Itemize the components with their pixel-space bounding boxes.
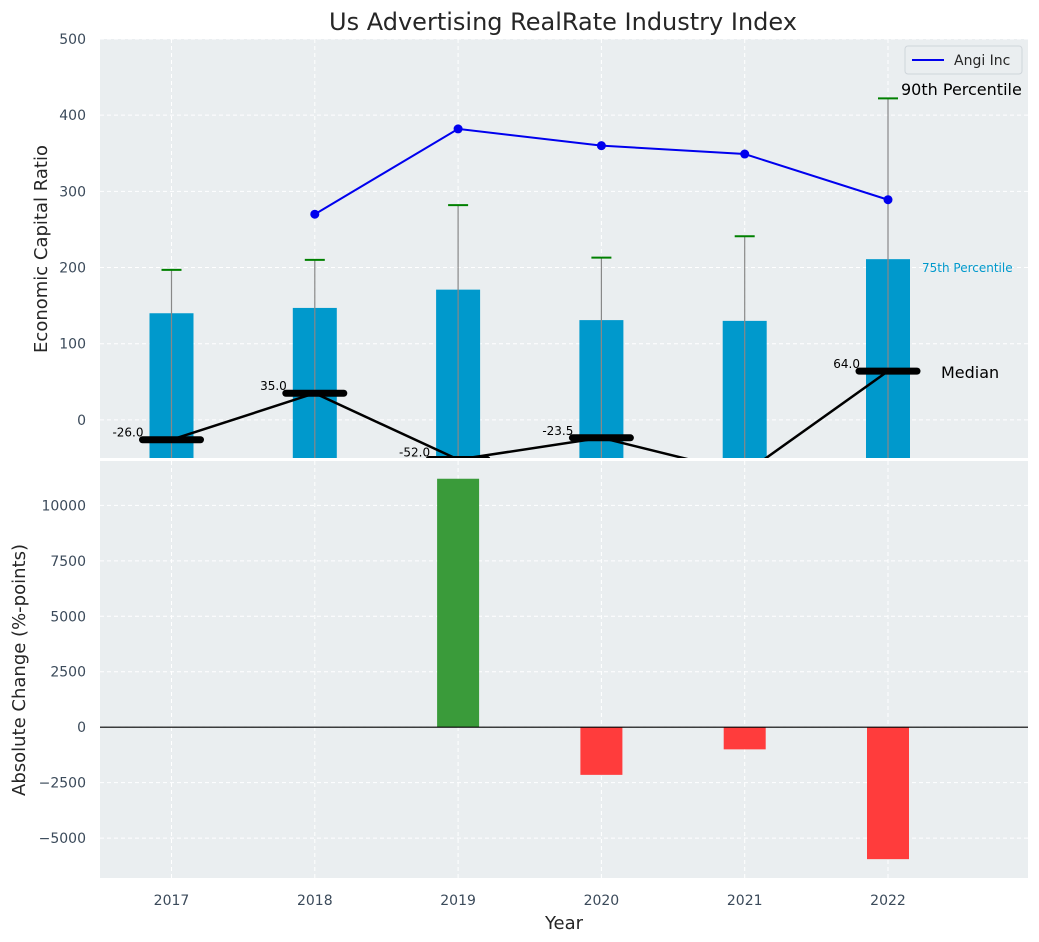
legend: Angi Inc xyxy=(904,45,1023,75)
top-y-tick-labels: 0 100 200 300 400 500 xyxy=(59,32,86,429)
top-y-tick-label: 200 xyxy=(59,261,86,277)
x-axis-title: Year xyxy=(544,913,584,934)
p90-annotation: 90th Percentile xyxy=(901,80,1022,99)
bottom-y-tick-labels: −5000 −2500 0 2500 5000 7500 10000 xyxy=(39,498,86,847)
x-tick-label: 2021 xyxy=(727,893,763,909)
top-y-tick-label: 0 xyxy=(77,413,86,429)
bottom-y-tick-label: 5000 xyxy=(50,609,86,625)
legend-label: Angi Inc xyxy=(954,53,1010,69)
median-value-label: -52.0 xyxy=(399,446,430,460)
bottom-y-tick-label: −5000 xyxy=(39,831,86,847)
x-tick-label: 2022 xyxy=(870,893,906,909)
change-bar xyxy=(723,727,766,750)
company-point xyxy=(596,141,606,151)
top-y-tick-label: 400 xyxy=(59,108,86,124)
company-point xyxy=(740,149,750,159)
top-y-tick-label: 100 xyxy=(59,337,86,353)
top-whiskers xyxy=(161,97,898,458)
bottom-y-tick-label: 0 xyxy=(77,720,86,736)
median-value-label: -23.5 xyxy=(542,424,573,438)
median-value-label: -26.0 xyxy=(112,426,143,440)
company-point xyxy=(883,195,893,205)
bottom-y-tick-label: 10000 xyxy=(41,498,86,514)
change-bar xyxy=(437,478,480,728)
bottom-y-tick-label: −2500 xyxy=(39,776,86,792)
company-point xyxy=(453,124,463,134)
bottom-y-tick-label: 2500 xyxy=(50,665,86,681)
p75-annotation: 75th Percentile xyxy=(922,261,1013,275)
x-tick-label: 2019 xyxy=(440,893,476,909)
x-tick-label: 2020 xyxy=(584,893,620,909)
bottom-y-tick-label: 7500 xyxy=(50,554,86,570)
bottom-bars xyxy=(437,478,909,860)
median-line xyxy=(171,370,889,458)
median-value-label: 64.0 xyxy=(833,357,860,371)
top-y-axis-title: Economic Capital Ratio xyxy=(31,145,52,353)
top-y-tick-label: 300 xyxy=(59,184,86,200)
change-bar xyxy=(580,727,623,775)
change-bar xyxy=(867,727,909,860)
x-tick-label: 2018 xyxy=(297,893,333,909)
company-point xyxy=(310,209,320,219)
bottom-y-axis-title: Absolute Change (%-points) xyxy=(9,544,30,796)
chart-title: Us Advertising RealRate Industry Index xyxy=(329,8,797,36)
company-series xyxy=(310,124,893,219)
median-annotation: Median xyxy=(941,363,999,382)
median-series: -26.0 35.0 -52.0 -23.5 64.0 xyxy=(112,357,921,460)
x-tick-label: 2017 xyxy=(154,893,190,909)
median-value-label: 35.0 xyxy=(260,379,287,393)
x-tick-labels: 2017 2018 2019 2020 2021 2022 xyxy=(154,893,906,909)
top-y-tick-label: 500 xyxy=(59,32,86,48)
